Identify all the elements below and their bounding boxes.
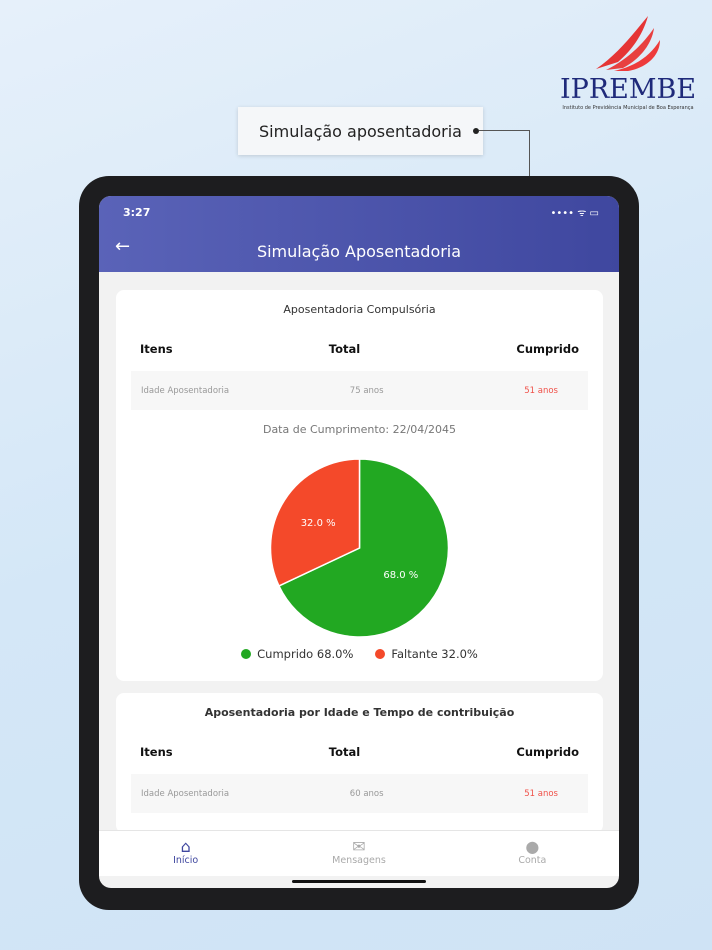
logo: IPREMBE Instituto de Previdência Municip… bbox=[560, 14, 696, 111]
legend-cumprido: Cumprido 68.0% bbox=[241, 647, 353, 661]
nav-conta[interactable]: ● Conta bbox=[446, 831, 619, 876]
header-total: Total bbox=[328, 745, 361, 759]
legend-faltante: Faltante 32.0% bbox=[375, 647, 478, 661]
page-title: Simulação Aposentadoria bbox=[256, 242, 462, 261]
card-compulsoria: Aposentadoria Compulsória Itens Total Cu… bbox=[116, 290, 603, 681]
cell-total: 60 anos bbox=[349, 788, 384, 799]
logo-brand: IPREMBE bbox=[560, 74, 697, 105]
home-indicator[interactable] bbox=[292, 880, 426, 883]
cell-item: Idade Aposentadoria bbox=[141, 385, 230, 396]
cell-cumprido: 51 anos bbox=[524, 385, 558, 396]
completion-date: Data de Cumprimento: 22/04/2045 bbox=[262, 423, 457, 436]
card-idade-tempo: Aposentadoria por Idade e Tempo de contr… bbox=[116, 693, 603, 833]
person-icon: ● bbox=[525, 837, 540, 856]
card-title: Aposentadoria por Idade e Tempo de contr… bbox=[204, 706, 515, 719]
nav-inicio[interactable]: ⌂ Início bbox=[99, 831, 272, 876]
header-cumprido: Cumprido bbox=[516, 745, 579, 759]
cell-cumprido: 51 anos bbox=[524, 788, 558, 799]
cell-total: 75 anos bbox=[349, 385, 384, 396]
header-itens: Itens bbox=[140, 342, 173, 356]
callout-dot bbox=[473, 128, 479, 134]
callout-line bbox=[529, 130, 530, 178]
nav-label: Mensagens bbox=[332, 855, 386, 866]
pie-chart: 68.0 % 32.0 % bbox=[269, 458, 450, 638]
header-cumprido: Cumprido bbox=[516, 342, 579, 356]
table-row: Idade Aposentadoria 75 anos 51 anos bbox=[131, 371, 588, 410]
bottom-nav: ⌂ Início ✉ Mensagens ● Conta bbox=[99, 830, 619, 876]
pie-slice-faltante bbox=[269, 458, 361, 587]
table-row: Idade Aposentadoria 60 anos 51 anos bbox=[131, 774, 588, 813]
nav-mensagens[interactable]: ✉ Mensagens bbox=[272, 831, 445, 876]
header-itens: Itens bbox=[140, 745, 173, 759]
legend-label: Faltante 32.0% bbox=[391, 647, 478, 661]
arrow-left-icon[interactable]: ← bbox=[115, 236, 131, 257]
app-screen: 3:27 •••• ᯤ ▭ ← Simulação Aposentadoria … bbox=[99, 196, 619, 888]
app-bar: 3:27 •••• ᯤ ▭ ← Simulação Aposentadoria bbox=[99, 196, 619, 272]
legend-dot bbox=[375, 649, 386, 659]
legend-label: Cumprido 68.0% bbox=[257, 647, 354, 661]
mail-icon: ✉ bbox=[352, 837, 366, 856]
card-title: Aposentadoria Compulsória bbox=[283, 303, 436, 316]
logo-subtitle: Instituto de Previdência Municipal de Bo… bbox=[562, 105, 694, 111]
callout-label: Simulação aposentadoria bbox=[238, 107, 483, 155]
status-icons: •••• ᯤ ▭ bbox=[550, 208, 599, 219]
chart-legend: Cumprido 68.0% Faltante 32.0% bbox=[116, 647, 603, 661]
nav-label: Conta bbox=[518, 855, 547, 866]
status-time: 3:27 bbox=[123, 206, 151, 219]
logo-flame-icon bbox=[596, 16, 660, 71]
table-header: Itens Total Cumprido bbox=[116, 745, 603, 759]
header-total: Total bbox=[328, 342, 361, 356]
callout-line bbox=[479, 130, 529, 131]
pie-label: 32.0 % bbox=[301, 518, 336, 529]
cell-item: Idade Aposentadoria bbox=[141, 788, 230, 799]
legend-dot bbox=[241, 649, 252, 659]
pie-label: 68.0 % bbox=[383, 570, 418, 581]
table-header: Itens Total Cumprido bbox=[116, 342, 603, 356]
pie-slice-cumprido bbox=[277, 458, 450, 638]
home-icon: ⌂ bbox=[180, 837, 191, 856]
nav-label: Início bbox=[173, 855, 199, 866]
